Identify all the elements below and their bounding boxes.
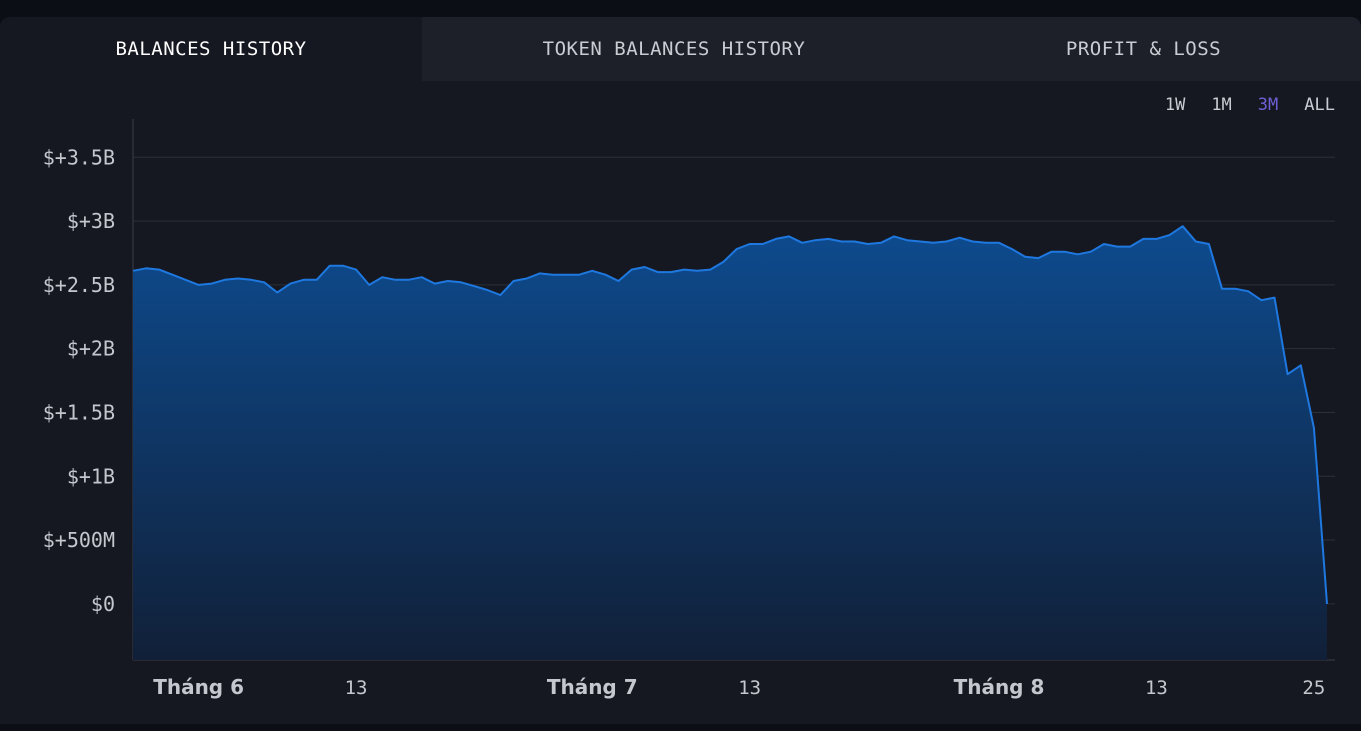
y-tick-label: $+1.5B xyxy=(43,400,115,424)
range-3m-button[interactable]: 3M xyxy=(1257,95,1279,115)
tab-token-balances-history[interactable]: TOKEN BALANCES HISTORY xyxy=(422,17,926,81)
balances-panel: BALANCES HISTORY TOKEN BALANCES HISTORY … xyxy=(0,17,1361,724)
range-1w-button[interactable]: 1W xyxy=(1164,95,1186,115)
y-tick-label: $+2B xyxy=(67,337,115,361)
y-tick-label: $+500M xyxy=(43,528,115,552)
y-tick-label: $+2.5B xyxy=(43,273,115,297)
y-tick-label: $0 xyxy=(91,592,115,616)
range-1m-button[interactable]: 1M xyxy=(1211,95,1232,115)
tab-bar: BALANCES HISTORY TOKEN BALANCES HISTORY … xyxy=(0,17,1361,81)
time-range-selector: 1W 1M 3M ALL xyxy=(1165,95,1335,115)
series-area-fill xyxy=(133,226,1327,660)
x-day-label: 13 xyxy=(1145,677,1168,699)
series-line xyxy=(132,225,1328,604)
y-tick-label: $+3.5B xyxy=(43,145,115,169)
tab-profit-loss[interactable]: PROFIT & LOSS xyxy=(926,17,1361,81)
x-day-label: 13 xyxy=(345,677,368,699)
tab-balances-history[interactable]: BALANCES HISTORY xyxy=(0,17,422,81)
x-month-label: Tháng 8 xyxy=(954,675,1045,699)
x-day-label: 13 xyxy=(738,677,761,699)
x-day-label: 25 xyxy=(1302,677,1325,699)
y-tick-label: $+3B xyxy=(67,209,115,233)
x-month-label: Tháng 6 xyxy=(153,675,244,699)
y-tick-label: $+1B xyxy=(67,464,115,488)
range-all-button[interactable]: ALL xyxy=(1304,95,1335,115)
balance-area-chart: $0 $+500M $+1B $+1.5B $+2B $+2.5B $+3B $+3.5B Th… xyxy=(43,119,1335,699)
x-month-label: Tháng 7 xyxy=(547,675,638,699)
